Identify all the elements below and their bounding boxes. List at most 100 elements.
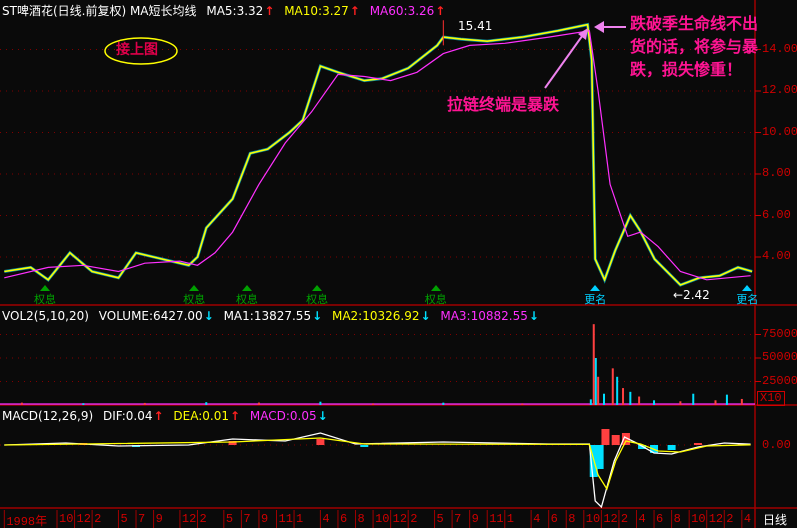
continued-ellipse (104, 37, 178, 65)
volume-tick-label: 50000 (762, 350, 797, 364)
down-arrow-icon: ↓ (312, 309, 323, 323)
event-marker[interactable]: 权息 (421, 285, 451, 307)
event-marker[interactable]: 权息 (232, 285, 262, 307)
triangle-up-icon (312, 285, 323, 291)
marker-label: 更名 (584, 293, 607, 306)
time-tick-label: 9 (471, 512, 479, 526)
time-tick-label: 1998年 (6, 515, 48, 528)
chart-title: ST啤酒花(日线.前复权) MA短长均线 (2, 4, 197, 18)
up-arrow-icon: ↑ (435, 4, 446, 18)
time-tick-label: 4 (533, 512, 541, 526)
macd-bar (638, 445, 647, 449)
volume-bar (616, 376, 619, 405)
time-tick-label: 12 (392, 512, 408, 526)
dif-value: DIF:0.04↑ (102, 409, 164, 423)
time-tick-label: 4 (743, 512, 752, 526)
triangle-up-icon (241, 285, 252, 291)
macd-histogram (79, 429, 746, 477)
event-marker[interactable]: 权息 (179, 285, 209, 307)
macd-bar (667, 445, 676, 450)
event-marker[interactable]: 权息 (30, 285, 60, 307)
time-tick-label: 2 (199, 512, 207, 526)
warning-annotation: 跌破季生命线不出 货的话，将参与暴 跌，损失惨重！ (630, 14, 759, 79)
volume-tick-label: 25000 (762, 373, 797, 388)
annotation-arrows (544, 21, 626, 89)
triangle-up-icon (742, 285, 753, 291)
triangle-up-icon (430, 285, 441, 291)
macd-zero-label: 0.00 (762, 438, 791, 452)
volume-bar (372, 403, 375, 405)
time-tick-label: 12 (603, 512, 618, 526)
price-tick-label: 10.00 (762, 124, 797, 139)
volume-bar (740, 398, 743, 405)
time-tick-label: 8 (357, 512, 365, 526)
time-tick-label: 8 (568, 512, 576, 526)
time-tick-label: 2 (726, 512, 734, 526)
up-arrow-icon: ↑ (349, 4, 360, 18)
time-tick-label: 12 (181, 512, 197, 526)
volume-unit: X10 (757, 391, 785, 406)
volume-bar (82, 403, 85, 405)
down-arrow-icon: ↓ (528, 309, 539, 323)
volume-bar (714, 400, 717, 405)
volume-baseline-band (0, 403, 755, 405)
volume-bar (594, 358, 597, 405)
volume-bars (0, 324, 755, 405)
time-tick-label: 2 (620, 512, 629, 526)
volume-bar (20, 402, 23, 405)
zipper-arrow (544, 31, 586, 89)
volume-bar (589, 399, 592, 405)
down-arrow-icon: ↓ (317, 409, 328, 423)
zipper-end-annotation: 拉链终端是暴跌 (447, 95, 560, 114)
low-price-label: ←2.42 (673, 288, 710, 302)
down-arrow-icon: ↓ (203, 309, 214, 323)
marker-label: 权息 (183, 293, 206, 306)
volume-title: VOL2(5,10,20) (2, 309, 89, 323)
volume-bar (319, 401, 322, 405)
volume-bar (638, 396, 641, 405)
time-tick-label: 9 (260, 512, 269, 526)
marker-label: 权息 (34, 293, 56, 306)
event-marker[interactable]: 更名 (580, 285, 610, 307)
volume-bar (257, 402, 260, 405)
series-line-ma60 (4, 30, 751, 281)
macd-title: MACD(12,26,9) (2, 409, 94, 423)
time-tick-label: 2 (94, 512, 102, 526)
triangle-up-icon (189, 285, 200, 291)
triangle-up-icon (590, 285, 601, 291)
up-arrow-icon: ↑ (229, 409, 241, 423)
time-tick-label: 5 (120, 512, 128, 526)
period-label[interactable]: 日线 (763, 513, 788, 527)
time-tick-label: 8 (673, 512, 681, 526)
up-arrow-icon: ↑ (264, 4, 275, 18)
marker-label: 权息 (424, 293, 447, 306)
volume-bar (629, 391, 632, 405)
zipper-arrowhead-icon (578, 28, 588, 40)
volume-bar (597, 376, 600, 405)
ma10-value: MA10:3.27↑ (284, 4, 360, 18)
price-header: ST啤酒花(日线.前复权) MA短长均线 MA5:3.32↑ MA10:3.27… (2, 2, 451, 19)
volume-bar (611, 368, 614, 405)
time-tick-label: 10 (59, 512, 74, 526)
up-arrow-icon: ↑ (153, 409, 164, 423)
volume-bar (205, 402, 208, 405)
volume-bar (622, 388, 625, 405)
volume-bar (442, 402, 445, 405)
time-tick-label: 12 (76, 512, 91, 526)
price-tick-label: 8.00 (762, 166, 791, 180)
time-tick-label: 1 (506, 512, 514, 526)
grid-lines (0, 49, 761, 446)
macd-bar (360, 445, 369, 447)
event-marker[interactable]: 更名 (732, 285, 762, 307)
volume-header: VOL2(5,10,20) VOLUME:6427.00↓ MA1:13827.… (2, 309, 545, 323)
time-tick-label: 1 (296, 512, 304, 526)
volume-bar (592, 324, 595, 405)
macd-value: MACD:0.05↓ (249, 409, 328, 423)
event-marker[interactable]: 权息 (302, 285, 332, 307)
time-tick-label: 6 (550, 512, 558, 526)
time-tick-label: 7 (243, 512, 251, 526)
macd-bar (601, 429, 610, 445)
time-tick-label: 7 (454, 512, 462, 526)
